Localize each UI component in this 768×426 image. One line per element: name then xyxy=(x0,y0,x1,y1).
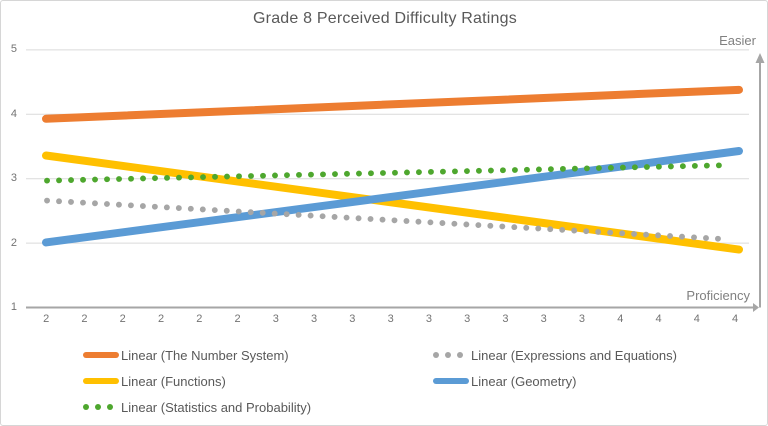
x-tick-label: 3 xyxy=(311,313,318,325)
x-axis-title: Proficiency xyxy=(686,288,750,303)
x-tick-label: 3 xyxy=(540,313,547,325)
chart-title: Grade 8 Perceived Difficulty Ratings xyxy=(253,10,517,27)
y-tick-label: 4 xyxy=(10,107,17,120)
x-tick-label: 3 xyxy=(502,313,509,325)
y-axis-direction-label: Easier xyxy=(719,33,756,48)
x-tick-label: 3 xyxy=(387,313,394,325)
trendline-expressions-and-equations xyxy=(44,197,730,243)
x-tick-label: 3 xyxy=(349,313,356,325)
trendline-statistics-and-probability xyxy=(44,162,730,184)
trendline-the-number-system xyxy=(42,85,743,123)
y-direction-arrowhead-icon xyxy=(755,53,765,63)
x-tick-label: 3 xyxy=(578,313,586,325)
x-tick-label: 2 xyxy=(43,313,50,325)
y-tick-label: 3 xyxy=(10,172,17,185)
x-tick-label: 2 xyxy=(119,313,126,325)
y-tick-label: 5 xyxy=(10,43,17,56)
y-tick-label: 1 xyxy=(10,301,17,313)
x-axis-arrowhead-icon xyxy=(753,303,759,312)
x-tick-label: 4 xyxy=(693,313,700,325)
x-tick-label: 3 xyxy=(464,313,471,325)
x-tick-label: 3 xyxy=(272,313,279,325)
x-tick-label: 4 xyxy=(617,313,624,325)
x-tick-label: 4 xyxy=(655,313,662,325)
x-tick-label: 2 xyxy=(81,313,88,325)
y-tick-label: 2 xyxy=(10,236,17,249)
x-tick-label: 4 xyxy=(731,313,739,325)
x-tick-label: 2 xyxy=(157,313,165,325)
x-tick-label: 2 xyxy=(234,313,241,325)
x-tick-label: 3 xyxy=(425,313,432,325)
x-tick-label: 2 xyxy=(196,313,203,325)
